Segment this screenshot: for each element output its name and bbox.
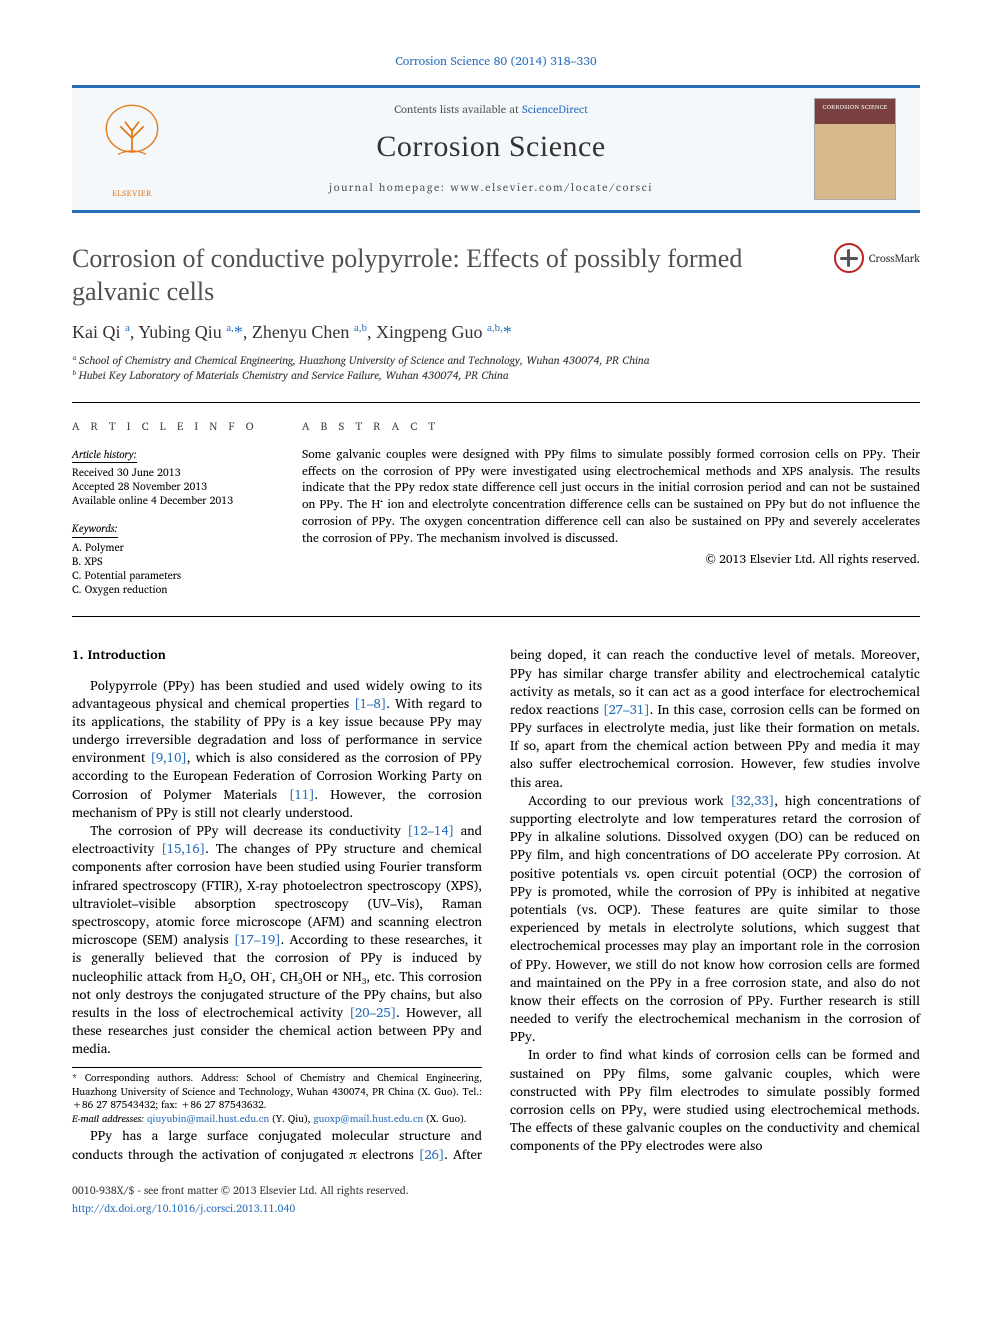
top-citation[interactable]: Corrosion Science 80 (2014) 318–330 xyxy=(72,52,920,71)
para-1: Polypyrrole (PPy) has been studied and u… xyxy=(72,676,482,822)
history-label: Article history: xyxy=(72,447,137,463)
mid-rule xyxy=(72,616,920,617)
page-footer: 0010-938X/$ - see front matter © 2013 El… xyxy=(72,1181,920,1217)
para-2: The corrosion of PPy will decrease its c… xyxy=(72,821,482,1057)
abstract: A B S T R A C T Some galvanic couples we… xyxy=(302,417,920,611)
homepage-prefix: journal homepage: xyxy=(329,178,450,196)
footnotes: * Corresponding authors. Address: School… xyxy=(72,1067,482,1126)
front-matter: 0010-938X/$ - see front matter © 2013 El… xyxy=(72,1181,409,1199)
doi-link[interactable]: http://dx.doi.org/10.1016/j.corsci.2013.… xyxy=(72,1199,295,1217)
contents-available: Contents lists available at ScienceDirec… xyxy=(192,100,790,118)
para-4: According to our previous work [32,33], … xyxy=(510,791,920,1046)
crossmark-icon xyxy=(834,243,864,273)
section-1-heading: 1. Introduction xyxy=(72,645,482,663)
authors: Kai Qi a, Yubing Qiu a,*, Zhenyu Chen a,… xyxy=(72,322,920,343)
keywords-label: Keywords: xyxy=(72,521,118,537)
article-info: A R T I C L E I N F O Article history: R… xyxy=(72,417,272,611)
crossmark-badge[interactable]: CrossMark xyxy=(834,243,920,273)
para-5: In order to find what kinds of corrosion… xyxy=(510,1045,920,1154)
abstract-text: Some galvanic couples were designed with… xyxy=(302,447,920,548)
copyright: © 2013 Elsevier Ltd. All rights reserved… xyxy=(302,550,920,569)
publisher-name: ELSEVIER xyxy=(97,186,167,200)
homepage-url: www.elsevier.com/locate/corsci xyxy=(450,178,653,196)
elsevier-tree-icon xyxy=(97,98,167,178)
cover-title: CORROSION SCIENCE xyxy=(815,99,895,124)
history-online: Available online 4 December 2013 xyxy=(72,493,272,507)
journal-header: ELSEVIER Contents lists available at Sci… xyxy=(72,85,920,213)
affiliations: ᵃ School of Chemistry and Chemical Engin… xyxy=(72,353,920,384)
corresponding-author: * Corresponding authors. Address: School… xyxy=(72,1072,482,1113)
keyword-3: C. Oxygen reduction xyxy=(72,582,272,596)
sciencedirect-link[interactable]: ScienceDirect xyxy=(522,100,588,118)
body-text: 1. Introduction Polypyrrole (PPy) has be… xyxy=(72,645,920,1163)
article-title: Corrosion of conductive polypyrrole: Eff… xyxy=(72,243,834,308)
info-heading: A R T I C L E I N F O xyxy=(72,417,272,435)
journal-homepage[interactable]: journal homepage: www.elsevier.com/locat… xyxy=(192,178,790,196)
journal-cover[interactable]: CORROSION SCIENCE xyxy=(790,88,920,210)
affiliation-b: ᵇ Hubei Key Laboratory of Materials Chem… xyxy=(72,368,920,383)
ref-26[interactable]: [26] xyxy=(419,1143,445,1165)
crossmark-label: CrossMark xyxy=(869,249,920,267)
contents-prefix: Contents lists available at xyxy=(394,100,522,118)
publisher-logo[interactable]: ELSEVIER xyxy=(72,88,192,210)
journal-name: Corrosion Science xyxy=(192,130,790,164)
abstract-heading: A B S T R A C T xyxy=(302,417,920,435)
